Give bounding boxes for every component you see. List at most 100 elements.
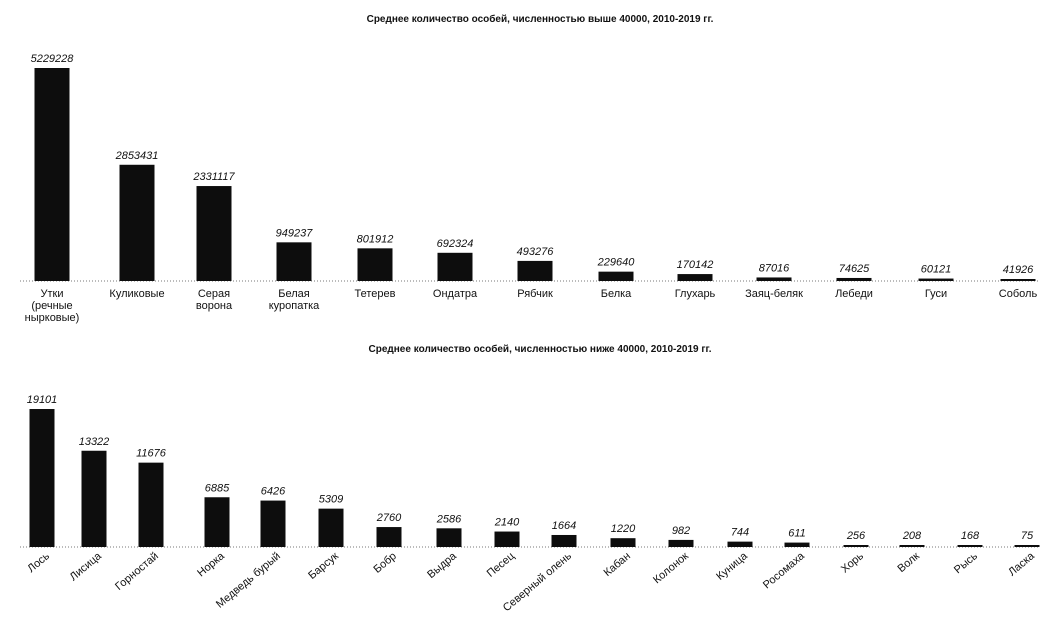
- bottom-category-label: Куница: [714, 550, 750, 583]
- top-bar-value-label: 493276: [517, 246, 555, 258]
- top-category-label: Тетерев: [355, 288, 396, 300]
- top-bar-value-label: 74625: [839, 263, 870, 275]
- top-category-label: Заяц-беляк: [745, 288, 803, 300]
- bottom-category-label: Волк: [895, 550, 922, 575]
- top-bar-value-label: 801912: [357, 233, 394, 245]
- bottom-bar-value-label: 75: [1021, 530, 1034, 542]
- top-bar-value-label: 2853431: [115, 150, 159, 162]
- top-category-label: Глухарь: [675, 288, 716, 300]
- bottom-category-label: Рысь: [952, 550, 980, 576]
- top-chart-title: Среднее количество особей, численностью …: [367, 13, 714, 25]
- top-bar-value-label: 170142: [677, 259, 714, 271]
- bottom-bar-value-label: 744: [731, 527, 749, 539]
- bottom-category-label: Ласка: [1006, 550, 1037, 579]
- top-bar: [918, 278, 954, 281]
- bottom-bar-value-label: 611: [788, 528, 806, 540]
- top-category-label-line: Заяц-беляк: [745, 288, 803, 300]
- top-bar-value-label: 949237: [276, 227, 314, 239]
- bottom-bar-value-label: 1664: [552, 520, 576, 532]
- bottom-category-label: Росомаха: [761, 550, 808, 592]
- bottom-bar: [1014, 545, 1040, 547]
- bottom-chart-title: Среднее количество особей, численностью …: [369, 343, 712, 355]
- bottom-bar-value-label: 2586: [436, 513, 462, 525]
- bottom-bar: [436, 528, 462, 547]
- top-bar: [677, 274, 713, 281]
- top-category-label: Серая ворона: [196, 288, 233, 312]
- bottom-bar: [138, 462, 164, 547]
- top-category-label-line: Утки: [41, 288, 64, 300]
- top-category-label-line: куропатка: [269, 300, 320, 312]
- top-bar: [34, 68, 70, 281]
- bottom-category-label: Песец: [485, 550, 518, 580]
- bottom-bar: [318, 508, 344, 547]
- bottom-bar-value-label: 2140: [494, 517, 520, 529]
- top-category-label-line: Глухарь: [675, 288, 716, 300]
- bottom-category-label: Бобр: [371, 550, 398, 576]
- bottom-bar-value-label: 11676: [136, 448, 167, 460]
- bottom-bar: [204, 497, 230, 547]
- bottom-category-label: Барсук: [306, 550, 341, 582]
- top-category-label-line: ворона: [196, 300, 233, 312]
- bottom-bar: [957, 545, 983, 547]
- top-bar: [437, 252, 473, 281]
- bottom-category-label: Лисица: [68, 550, 105, 584]
- top-category-label-line: Тетерев: [355, 288, 396, 300]
- top-category-label-line: Гуси: [925, 288, 947, 300]
- top-bar: [196, 186, 232, 281]
- top-category-label: Ондатра: [433, 288, 478, 300]
- top-category-label-line: нырковые): [25, 312, 80, 324]
- top-category-label: Гуси: [925, 288, 947, 300]
- top-category-label: Лебеди: [835, 288, 873, 300]
- bottom-bar-value-label: 19101: [27, 394, 58, 406]
- top-bar: [119, 164, 155, 281]
- bottom-category-label: Горностай: [113, 550, 161, 593]
- bottom-category-label: Кабан: [602, 550, 633, 579]
- top-bar-value-label: 2331117: [192, 171, 235, 183]
- bottom-bar-value-label: 6885: [205, 482, 230, 494]
- top-category-label-line: Рябчик: [517, 288, 553, 300]
- top-category-label-line: Ондатра: [433, 288, 478, 300]
- bottom-category-label: Лось: [25, 550, 52, 575]
- bottom-bar: [843, 545, 869, 547]
- bottom-bar: [784, 542, 810, 547]
- bottom-bar: [260, 500, 286, 547]
- bottom-bar: [29, 409, 55, 547]
- top-bar-value-label: 87016: [759, 262, 790, 274]
- top-bar-value-label: 5229228: [31, 53, 75, 65]
- top-bar: [756, 277, 792, 281]
- bottom-bar-value-label: 168: [961, 530, 980, 542]
- bottom-bar-value-label: 6426: [261, 486, 286, 498]
- bottom-bar-value-label: 2760: [376, 512, 402, 524]
- top-category-label: Белка: [601, 288, 632, 300]
- bottom-bar-value-label: 1220: [611, 523, 636, 535]
- top-bar: [276, 242, 312, 281]
- top-category-label-line: Серая: [198, 288, 230, 300]
- bottom-category-label: Норка: [195, 550, 227, 580]
- bottom-category-label: Колонок: [651, 550, 691, 586]
- bottom-bar: [727, 541, 753, 547]
- top-bar: [598, 271, 634, 281]
- bottom-bar: [551, 534, 577, 547]
- top-category-label: Рябчик: [517, 288, 553, 300]
- bottom-bar-value-label: 256: [846, 530, 866, 542]
- chart-bottom: Среднее количество особей, численностью …: [20, 343, 1040, 614]
- top-category-label: Соболь: [999, 288, 1038, 300]
- bottom-category-label: Хорь: [839, 550, 866, 576]
- top-bar: [836, 277, 872, 281]
- bottom-bar-value-label: 208: [902, 530, 922, 542]
- top-category-label-line: (речные: [31, 300, 72, 312]
- top-bar-value-label: 692324: [437, 238, 474, 250]
- bottom-bar: [610, 538, 636, 547]
- top-category-label: Куликовые: [109, 288, 164, 300]
- top-category-label-line: Лебеди: [835, 288, 873, 300]
- bottom-category-label: Выдра: [425, 550, 459, 582]
- top-category-label: Утки (речные нырковые): [25, 288, 80, 324]
- bottom-bar: [494, 531, 520, 547]
- bottom-bar: [376, 527, 402, 547]
- bottom-bar-value-label: 5309: [319, 494, 343, 506]
- top-bar-value-label: 229640: [597, 257, 636, 269]
- top-category-label-line: Куликовые: [109, 288, 164, 300]
- bottom-bar: [81, 450, 107, 547]
- bottom-bar: [899, 545, 925, 547]
